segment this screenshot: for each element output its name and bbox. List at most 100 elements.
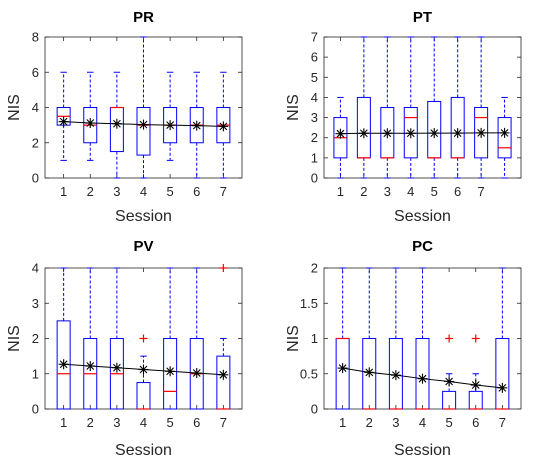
mean-marker (497, 382, 508, 393)
mean-marker-d2 (445, 377, 454, 386)
y-axis-label: NIS (6, 325, 23, 352)
mean-marker (138, 119, 149, 130)
x-tick-label: 5 (167, 184, 174, 199)
mean-marker-d2 (430, 129, 439, 137)
mean-marker (476, 127, 487, 138)
box-session-4 (415, 267, 430, 410)
mean-marker-d2 (359, 129, 368, 138)
mean-marker-d2 (192, 369, 201, 377)
x-axis-label: Session (394, 442, 451, 459)
x-tick-label: 2 (87, 184, 94, 199)
mean-marker-d2 (477, 128, 486, 137)
box-session-6 (468, 373, 483, 410)
box-session-3 (388, 267, 403, 410)
box-session-3 (109, 71, 124, 179)
mean-marker (85, 360, 96, 371)
y-tick-label: 1.5 (300, 296, 318, 311)
mean-marker (85, 118, 96, 129)
y-tick-label: 0.5 (300, 366, 318, 381)
x-tick-label: 7 (478, 184, 485, 199)
y-tick-label: 0 (311, 171, 318, 186)
mean-marker-d2 (418, 374, 427, 383)
box-session-1 (335, 267, 350, 410)
mean-marker (218, 369, 229, 380)
y-tick-label: 5 (311, 70, 318, 85)
mean-marker (337, 363, 348, 374)
outlier-marker (139, 334, 148, 343)
x-tick-label: 1 (339, 415, 346, 430)
iqr-box (497, 117, 512, 159)
mean-marker-d2 (406, 129, 415, 138)
mean-marker (429, 128, 440, 139)
mean-marker-d2 (139, 120, 148, 129)
y-tick-label: 2 (32, 135, 39, 150)
mean-marker-d2 (471, 381, 480, 389)
mean-marker-d2 (112, 119, 121, 128)
box-session-5 (427, 36, 442, 179)
x-tick-label: 2 (366, 415, 373, 430)
box-session-1 (56, 71, 71, 161)
mean-marker (111, 362, 122, 373)
mean-marker-d2 (383, 129, 392, 138)
x-tick-label: 4 (140, 184, 147, 199)
mean-marker (111, 118, 122, 129)
iqr-box (136, 107, 151, 156)
box-session-4 (136, 36, 151, 179)
x-tick-label: 6 (472, 415, 479, 430)
mean-marker (382, 128, 393, 139)
mean-marker (191, 120, 202, 131)
x-tick-label: 6 (454, 184, 461, 199)
mean-marker (191, 368, 202, 379)
mean-marker-d2 (219, 370, 228, 379)
mean-marker-d2 (365, 368, 374, 377)
x-tick-label: 4 (407, 184, 414, 199)
mean-marker-d2 (166, 367, 175, 376)
outlier-marker (471, 334, 480, 343)
x-tick-label: 5 (431, 184, 438, 199)
mean-marker-d2 (112, 363, 121, 372)
x-axis-label: Session (115, 442, 172, 459)
mean-marker (417, 373, 428, 384)
box-session-7 (474, 36, 489, 179)
iqr-box (356, 96, 371, 159)
box-session-4 (403, 36, 418, 179)
x-tick-label: 3 (392, 415, 399, 430)
box-session-6 (189, 267, 204, 410)
mean-marker (405, 128, 416, 139)
panel-pr: 0 2 4 6 8 1 2 3 4 5 6 7 PR Session NIS (6, 9, 243, 225)
y-tick-label: 6 (32, 65, 39, 80)
outlier-marker (219, 264, 228, 272)
box-session-4 (136, 355, 151, 410)
mean-marker-d2 (59, 117, 68, 126)
mean-marker (364, 367, 375, 378)
y-tick-label: 2 (311, 130, 318, 145)
box-session-2 (83, 267, 98, 410)
box-session-3 (109, 267, 124, 410)
x-tick-label: 6 (193, 415, 200, 430)
mean-marker (218, 121, 229, 132)
y-axis-label: NIS (285, 94, 302, 121)
x-tick-label: 5 (446, 415, 453, 430)
y-tick-label: 2 (32, 331, 39, 346)
x-tick-label: 1 (60, 184, 67, 199)
box-session-5 (163, 267, 178, 410)
box-session-7 (216, 338, 231, 410)
x-tick-label: 4 (140, 415, 147, 430)
x-tick-label: 1 (337, 184, 344, 199)
mean-marker-d2 (59, 360, 68, 369)
mean-marker-d2 (391, 371, 400, 380)
y-tick-label: 7 (311, 30, 318, 45)
box-session-2 (83, 71, 98, 161)
x-tick-label: 1 (60, 415, 67, 430)
x-tick-label: 2 (87, 415, 94, 430)
mean-marker (358, 128, 369, 139)
y-tick-label: 0 (32, 402, 39, 417)
y-tick-label: 1 (311, 331, 318, 346)
panel-title: PC (412, 238, 433, 255)
mean-marker (58, 116, 69, 127)
y-tick-label: 0 (32, 171, 39, 186)
mean-marker-d2 (500, 128, 509, 137)
mean-marker (138, 364, 149, 375)
x-tick-label: 3 (384, 184, 391, 199)
